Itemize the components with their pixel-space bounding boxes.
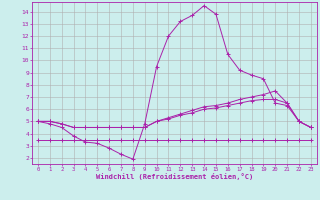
X-axis label: Windchill (Refroidissement éolien,°C): Windchill (Refroidissement éolien,°C)	[96, 173, 253, 180]
